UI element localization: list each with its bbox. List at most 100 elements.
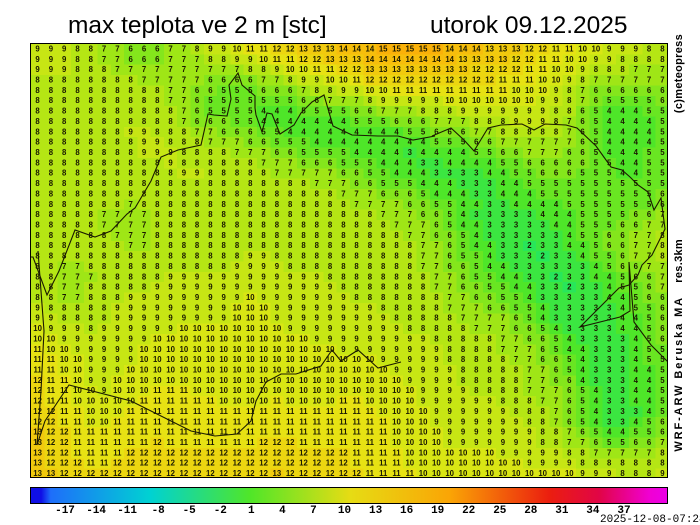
svg-text:8: 8 xyxy=(75,55,80,64)
svg-text:14: 14 xyxy=(379,55,388,64)
svg-text:9: 9 xyxy=(434,366,439,375)
svg-text:8: 8 xyxy=(315,252,320,261)
svg-text:11: 11 xyxy=(47,397,56,406)
svg-text:11: 11 xyxy=(552,55,561,64)
svg-text:5: 5 xyxy=(527,169,532,178)
svg-text:8: 8 xyxy=(155,107,160,116)
svg-text:11: 11 xyxy=(193,417,202,426)
svg-text:7: 7 xyxy=(434,283,438,292)
svg-text:10: 10 xyxy=(259,55,268,64)
svg-text:11: 11 xyxy=(339,397,348,406)
svg-text:8: 8 xyxy=(222,200,227,209)
svg-text:11: 11 xyxy=(273,407,282,416)
svg-text:13: 13 xyxy=(485,45,494,54)
svg-text:12: 12 xyxy=(180,469,189,478)
svg-text:10: 10 xyxy=(259,397,268,406)
svg-text:6: 6 xyxy=(567,417,572,426)
svg-text:11: 11 xyxy=(339,428,348,437)
svg-text:7: 7 xyxy=(594,448,598,457)
svg-text:10: 10 xyxy=(86,407,95,416)
svg-text:13: 13 xyxy=(326,55,335,64)
svg-text:10: 10 xyxy=(219,355,228,364)
svg-text:10: 10 xyxy=(312,376,321,385)
svg-text:12: 12 xyxy=(153,469,162,478)
svg-text:5: 5 xyxy=(660,386,665,395)
svg-text:10: 10 xyxy=(73,376,82,385)
svg-text:5: 5 xyxy=(580,210,585,219)
svg-text:8: 8 xyxy=(408,283,413,292)
svg-text:3: 3 xyxy=(554,283,559,292)
svg-text:9: 9 xyxy=(501,448,506,457)
svg-text:12: 12 xyxy=(206,448,215,457)
svg-text:9: 9 xyxy=(634,45,639,54)
svg-text:11: 11 xyxy=(392,448,401,457)
svg-text:10: 10 xyxy=(259,376,268,385)
svg-text:8: 8 xyxy=(567,86,572,95)
svg-text:8: 8 xyxy=(35,252,40,261)
svg-text:12: 12 xyxy=(326,459,335,468)
svg-text:8: 8 xyxy=(408,303,413,312)
svg-text:9: 9 xyxy=(527,107,532,116)
svg-text:8: 8 xyxy=(89,107,94,116)
svg-text:10: 10 xyxy=(259,314,268,323)
svg-text:12: 12 xyxy=(472,76,481,85)
svg-text:7: 7 xyxy=(368,190,372,199)
svg-text:6: 6 xyxy=(315,158,320,167)
svg-text:10: 10 xyxy=(286,355,295,364)
svg-text:7: 7 xyxy=(647,65,651,74)
svg-text:9: 9 xyxy=(448,407,453,416)
svg-text:4: 4 xyxy=(580,252,585,261)
svg-text:9: 9 xyxy=(62,55,67,64)
svg-text:4: 4 xyxy=(474,200,479,209)
svg-text:8: 8 xyxy=(168,169,173,178)
svg-text:4: 4 xyxy=(634,386,639,395)
svg-text:12: 12 xyxy=(286,459,295,468)
svg-text:8: 8 xyxy=(102,272,107,281)
svg-text:8: 8 xyxy=(62,303,67,312)
svg-text:7: 7 xyxy=(115,221,119,230)
svg-text:14: 14 xyxy=(472,45,481,54)
svg-text:4: 4 xyxy=(634,376,639,385)
svg-text:12: 12 xyxy=(485,65,494,74)
svg-text:8: 8 xyxy=(115,86,120,95)
svg-text:3: 3 xyxy=(594,314,599,323)
svg-text:4: 4 xyxy=(315,117,320,126)
svg-text:8: 8 xyxy=(62,200,67,209)
svg-text:8: 8 xyxy=(381,252,386,261)
svg-text:8: 8 xyxy=(35,262,40,271)
svg-text:8: 8 xyxy=(341,241,346,250)
svg-text:3: 3 xyxy=(554,241,559,250)
svg-text:10: 10 xyxy=(592,45,601,54)
svg-text:12: 12 xyxy=(166,448,175,457)
svg-text:5: 5 xyxy=(647,303,652,312)
svg-text:8: 8 xyxy=(129,169,134,178)
svg-text:9: 9 xyxy=(541,96,546,105)
svg-text:9: 9 xyxy=(580,65,585,74)
svg-text:8: 8 xyxy=(195,45,200,54)
svg-text:5: 5 xyxy=(634,283,639,292)
svg-text:12: 12 xyxy=(47,407,56,416)
svg-text:5: 5 xyxy=(620,200,625,209)
svg-text:10: 10 xyxy=(472,459,481,468)
svg-text:10: 10 xyxy=(312,397,321,406)
svg-text:8: 8 xyxy=(115,138,120,147)
svg-text:7: 7 xyxy=(421,231,425,240)
svg-text:10: 10 xyxy=(219,345,228,354)
svg-text:8: 8 xyxy=(35,231,40,240)
svg-text:5: 5 xyxy=(594,179,599,188)
svg-text:9: 9 xyxy=(461,428,466,437)
svg-text:11: 11 xyxy=(339,407,348,416)
svg-text:8: 8 xyxy=(49,86,54,95)
svg-text:8: 8 xyxy=(115,158,120,167)
svg-text:12: 12 xyxy=(286,469,295,478)
svg-text:8: 8 xyxy=(567,107,572,116)
svg-text:9: 9 xyxy=(660,469,665,478)
svg-text:8: 8 xyxy=(75,190,80,199)
svg-text:12: 12 xyxy=(352,469,361,478)
svg-text:8: 8 xyxy=(75,252,80,261)
svg-text:8: 8 xyxy=(474,117,479,126)
svg-text:8: 8 xyxy=(115,241,120,250)
svg-text:11: 11 xyxy=(166,397,175,406)
svg-text:8: 8 xyxy=(408,324,413,333)
svg-text:4: 4 xyxy=(487,169,492,178)
